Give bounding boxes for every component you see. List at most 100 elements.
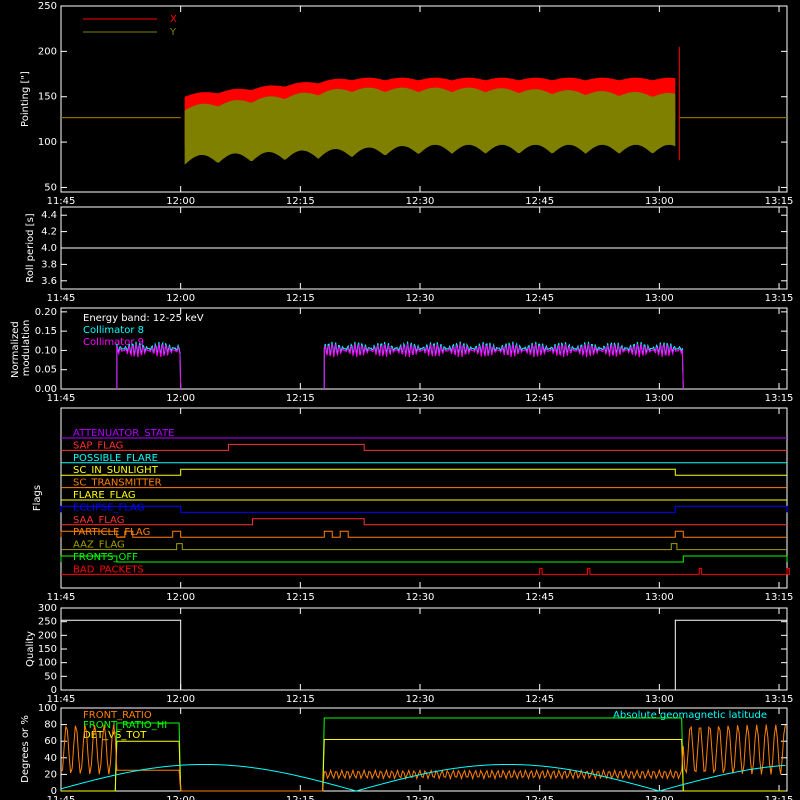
x-tick-label: 12:30 (406, 795, 435, 800)
x-tick-label: 11:45 (47, 592, 76, 603)
flag-label: AAZ_FLAG (73, 540, 125, 551)
x-tick-label: 12:00 (166, 795, 195, 800)
y-tick-label: 150 (38, 92, 57, 103)
y-tick-label: 0 (51, 685, 57, 696)
flags-frame (60, 407, 788, 589)
flag-label: PARTICLE_FLAG (73, 527, 150, 538)
y-tick-label: 0 (51, 786, 57, 797)
legend-x-label: X (170, 14, 177, 25)
x-tick-label: 13:15 (765, 393, 794, 404)
x-tick-label: 12:00 (166, 694, 195, 705)
modulation-ylabel-line2: modulation (21, 320, 32, 377)
x-tick-label: 13:00 (645, 393, 674, 404)
y-tick-label: 0.15 (35, 326, 57, 337)
x-tick-label: 13:00 (645, 293, 674, 304)
roll-ylabel: Roll period [s] (25, 213, 36, 282)
y-tick-label: 40 (44, 753, 57, 764)
flag-line (60, 530, 787, 538)
flags-ylabel: Flags (32, 485, 43, 511)
flag-label: FRONTS_OFF (73, 552, 138, 563)
y-tick-label: 0.20 (35, 307, 57, 318)
x-tick-label: 12:30 (406, 393, 435, 404)
pointing-frame (60, 5, 788, 193)
x-tick-label: 12:30 (406, 293, 435, 304)
y-tick-label: 50 (44, 671, 57, 682)
pointing-band-y (184, 87, 676, 165)
x-tick-label: 11:45 (47, 293, 76, 304)
y-tick-label: 3.6 (41, 276, 57, 287)
flag-line (61, 543, 787, 551)
y-tick-label: 50 (44, 182, 57, 193)
x-tick-label: 12:15 (286, 795, 315, 800)
x-tick-label: 12:45 (525, 196, 554, 207)
legend-geomag-latitude: Absolute geomagnetic latitude (613, 710, 767, 721)
legend-y-label: Y (169, 27, 177, 38)
y-tick-label: 250 (38, 1, 57, 12)
x-tick-label: 13:00 (645, 694, 674, 705)
legend-collimator-8: Collimator 8 (83, 325, 144, 336)
x-tick-label: 12:45 (525, 393, 554, 404)
x-tick-label: 12:00 (166, 196, 195, 207)
y-tick-label: 0.05 (35, 365, 57, 376)
flag-line (61, 468, 787, 476)
flag-label: FLARE_FLAG (73, 490, 136, 501)
x-tick-label: 12:00 (166, 592, 195, 603)
y-tick-label: 0.00 (35, 384, 57, 395)
x-tick-label: 13:00 (645, 795, 674, 800)
modulation-series (116, 341, 182, 390)
y-tick-label: 150 (38, 644, 57, 655)
ratios-ylabel: Degrees or % (20, 715, 31, 783)
x-tick-label: 13:15 (765, 293, 794, 304)
modulation-series (323, 343, 684, 390)
flag-label: SC_IN_SUNLIGHT (73, 465, 159, 476)
x-tick-label: 13:15 (765, 592, 794, 603)
flag-line (61, 567, 790, 575)
x-tick-label: 11:45 (47, 196, 76, 207)
x-tick-label: 11:45 (47, 795, 76, 800)
x-tick-label: 12:45 (525, 293, 554, 304)
flag-line (60, 505, 788, 513)
y-tick-label: 100 (38, 658, 57, 669)
quality-line (61, 619, 787, 691)
modulation-frame (60, 307, 788, 390)
y-tick-label: 60 (44, 736, 57, 747)
flag-line (61, 443, 787, 451)
y-tick-label: 200 (38, 630, 57, 641)
y-tick-label: 300 (38, 603, 57, 614)
flag-label: ECLIPSE_FLAG (73, 502, 144, 513)
front-ratio-line (60, 724, 786, 792)
y-tick-label: 4.4 (41, 210, 57, 221)
flag-label: SAA_FLAG (73, 515, 124, 526)
legend-front-ratio: FRONT_RATIO (83, 710, 152, 721)
x-tick-label: 12:15 (286, 694, 315, 705)
geomag-latitude-line (60, 763, 786, 792)
x-tick-label: 13:00 (645, 196, 674, 207)
y-tick-label: 20 (44, 769, 57, 780)
x-tick-label: 11:45 (47, 694, 76, 705)
y-tick-label: 4.2 (41, 227, 57, 238)
y-tick-label: 4.0 (41, 243, 57, 254)
legend-front-ratio-hi: FRONT_RATIO_HI (83, 720, 167, 731)
ratios-frame (60, 707, 788, 792)
quality-ylabel: Quality (25, 631, 36, 667)
x-tick-label: 12:45 (525, 795, 554, 800)
flag-line (60, 555, 788, 563)
x-tick-label: 12:15 (286, 196, 315, 207)
front-ratio-hi-line (61, 717, 786, 792)
flag-line (61, 518, 787, 526)
flag-label: ATTENUATOR_STATE (73, 428, 174, 439)
x-tick-label: 11:45 (47, 393, 76, 404)
x-tick-label: 12:15 (286, 592, 315, 603)
y-tick-label: 250 (38, 617, 57, 628)
legend-collimator-9: Collimator 9 (83, 337, 144, 348)
det-vs-tot-line (61, 739, 786, 792)
modulation-ylabel-line1: Normalized (10, 321, 21, 378)
x-tick-label: 12:00 (166, 293, 195, 304)
flag-label: SC_TRANSMITTER (73, 478, 162, 489)
y-tick-label: 3.8 (41, 259, 57, 270)
x-tick-label: 12:15 (286, 293, 315, 304)
x-tick-label: 12:45 (525, 694, 554, 705)
x-tick-label: 13:15 (765, 196, 794, 207)
x-tick-label: 12:00 (166, 393, 195, 404)
